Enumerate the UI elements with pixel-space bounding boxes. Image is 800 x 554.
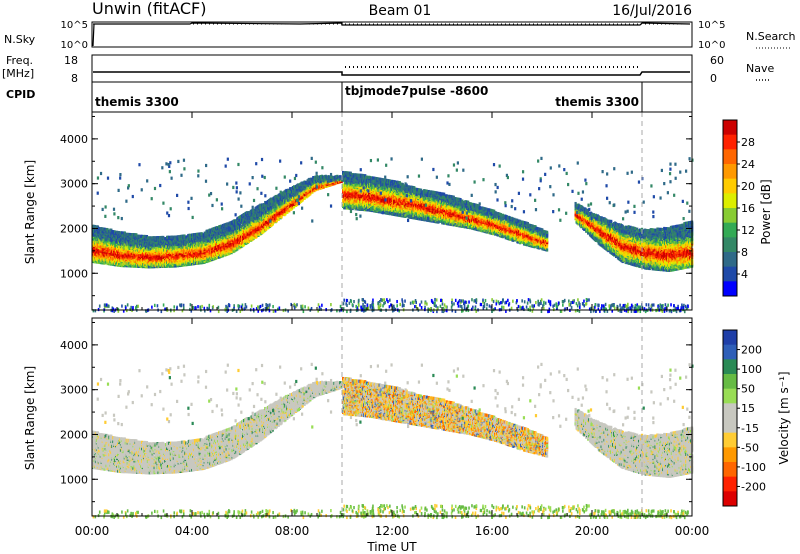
freq-trace	[93, 72, 690, 75]
nsky-tick-bottom: 10^0	[61, 40, 88, 51]
freq-tick-top: 18	[64, 54, 78, 67]
cpid-segment-1: themis 3300	[95, 95, 179, 109]
nsky-panel: N.Sky 10^5 10^0 10^5 10^0 N.Search	[4, 20, 796, 51]
nave-tick-top: 60	[710, 54, 724, 67]
freq-panel: Freq. [MHz] 18 8 60 0 Nave	[2, 54, 774, 85]
power-scatter-data	[92, 157, 694, 313]
freq-tick-bottom: 8	[71, 72, 78, 85]
nsky-tick-top: 10^5	[61, 20, 88, 31]
nsky-trace	[93, 23, 690, 46]
power-cell	[350, 172, 352, 175]
nsky-label: N.Sky	[4, 33, 36, 46]
freq-unit: [MHz]	[2, 67, 34, 80]
nave-label: Nave	[746, 62, 774, 75]
nsearch-tick-top: 10^5	[698, 20, 725, 31]
cpid-segment-3: themis 3300	[555, 95, 639, 109]
freq-label: Freq.	[6, 54, 33, 67]
nave-tick-bottom: 0	[710, 72, 717, 85]
nsearch-tick-bottom: 10^0	[698, 40, 725, 51]
cpid-segment-2: tbjmode7pulse -8600	[345, 84, 488, 98]
date-title: 16/Jul/2016	[612, 3, 692, 19]
site-title: Unwin (fitACF)	[92, 0, 206, 18]
power-cell	[304, 197, 306, 200]
nsearch-label: N.Search	[746, 30, 796, 43]
beam-title: Beam 01	[369, 3, 432, 19]
cpid-strip: CPID themis 3300 tbjmode7pulse -8600 the…	[6, 82, 692, 112]
cpid-label: CPID	[6, 88, 35, 101]
